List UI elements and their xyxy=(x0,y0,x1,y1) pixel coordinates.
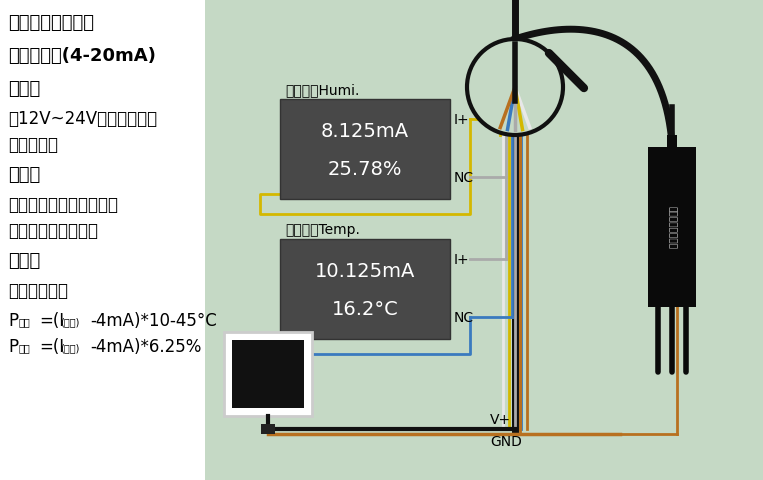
Bar xyxy=(232,340,304,408)
Text: 湿度采集Humi.: 湿度采集Humi. xyxy=(285,83,359,97)
Text: =(I: =(I xyxy=(39,312,64,329)
Text: (电流): (电流) xyxy=(60,316,79,326)
Text: 电流输出制(4-20mA): 电流输出制(4-20mA) xyxy=(8,47,156,65)
Text: 16.2°C: 16.2°C xyxy=(332,300,398,319)
Text: 对照公式计算: 对照公式计算 xyxy=(8,281,68,300)
Text: 正确挑选万用表量程或连: 正确挑选万用表量程或连 xyxy=(8,195,118,214)
Text: 25.78%: 25.78% xyxy=(328,160,402,179)
Bar xyxy=(205,0,763,480)
Text: NC: NC xyxy=(454,311,474,324)
Text: -4mA)*10-45°C: -4mA)*10-45°C xyxy=(90,312,217,329)
Text: 土壤温湿度传感器: 土壤温湿度传感器 xyxy=(668,206,677,249)
Text: 湿度: 湿度 xyxy=(19,342,31,352)
Text: -4mA)*6.25%: -4mA)*6.25% xyxy=(90,337,201,355)
Text: 第一步: 第一步 xyxy=(8,80,40,98)
Text: NC: NC xyxy=(454,171,474,185)
Bar xyxy=(648,148,696,307)
Text: GND: GND xyxy=(490,434,522,448)
Bar xyxy=(0,0,205,480)
Bar xyxy=(667,136,677,150)
Text: 第二步: 第二步 xyxy=(8,166,40,184)
Text: (电流): (电流) xyxy=(60,342,79,352)
Text: 土壤温湿度传感器: 土壤温湿度传感器 xyxy=(8,14,94,32)
Text: =(I: =(I xyxy=(39,337,64,355)
Bar xyxy=(261,424,275,434)
Text: V+: V+ xyxy=(490,412,511,426)
Text: I+: I+ xyxy=(454,252,469,266)
Bar xyxy=(280,100,450,200)
Text: 连接传感器: 连接传感器 xyxy=(8,136,58,154)
Circle shape xyxy=(467,40,563,136)
Text: 接模拟量信号采集器: 接模拟量信号采集器 xyxy=(8,222,98,240)
Text: P: P xyxy=(8,312,18,329)
Text: P: P xyxy=(8,337,18,355)
Text: 10.125mA: 10.125mA xyxy=(315,262,415,281)
Text: I+: I+ xyxy=(454,113,469,127)
Text: 温度: 温度 xyxy=(19,316,31,326)
Bar xyxy=(224,332,312,416)
Text: 8.125mA: 8.125mA xyxy=(321,122,409,141)
Text: 第三步: 第三步 xyxy=(8,252,40,269)
Text: 用12V~24V的电源适配器: 用12V~24V的电源适配器 xyxy=(8,110,157,128)
Bar xyxy=(280,240,450,339)
Text: 温度采集Temp.: 温度采集Temp. xyxy=(285,223,360,237)
